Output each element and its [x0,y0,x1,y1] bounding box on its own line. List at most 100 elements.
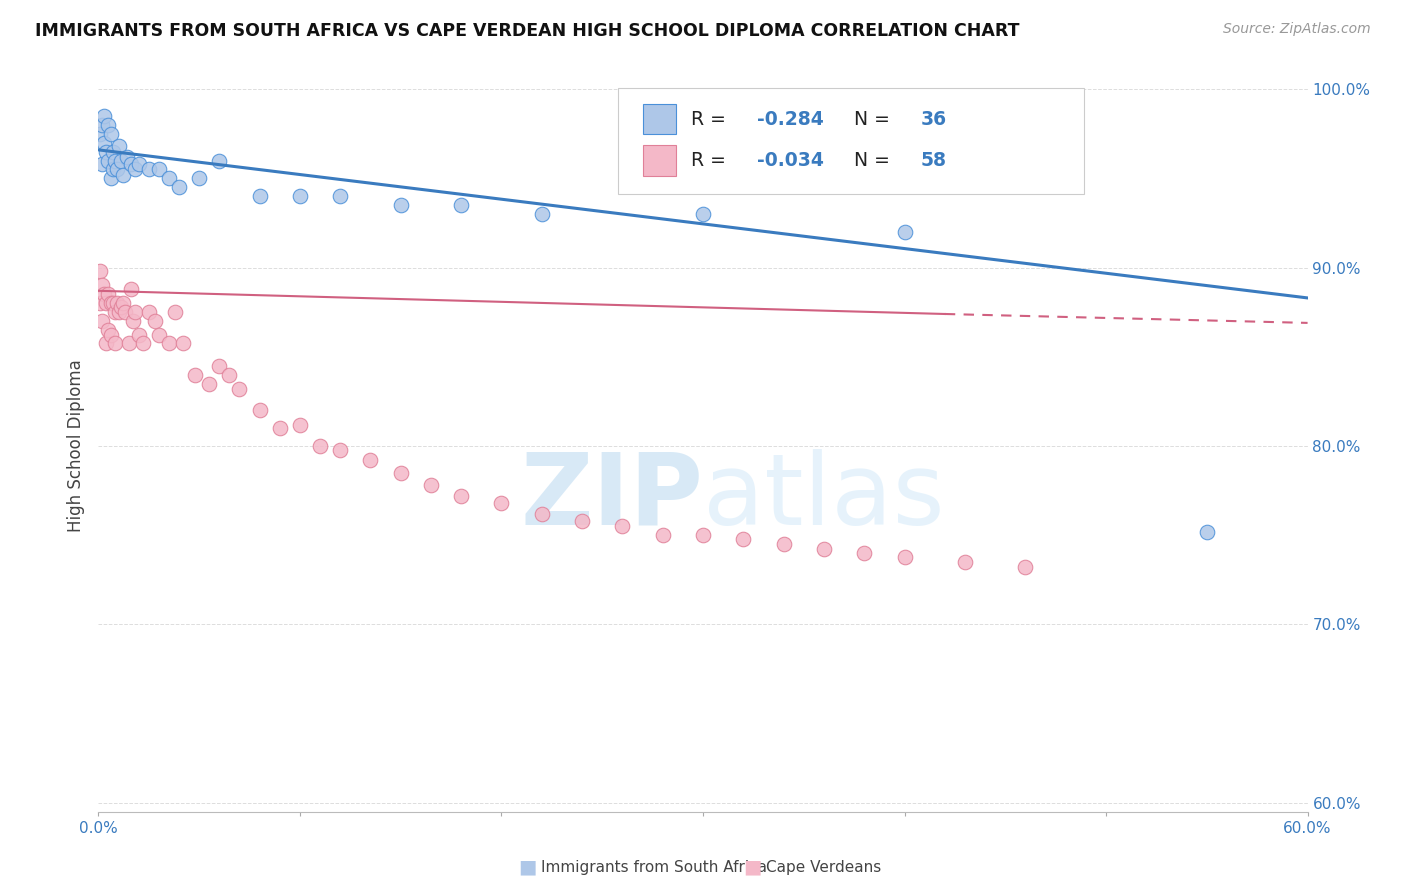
Point [953,555,976,569]
Point [100,296,122,310]
Text: 58: 58 [921,152,946,170]
Point [893,225,915,239]
Point [157,335,180,350]
Point [218,368,240,382]
Point [101,145,124,159]
Point [329,189,352,203]
Point [692,207,714,221]
Point [138,305,160,319]
Point [269,421,291,435]
Point [893,549,915,564]
Point [107,305,129,319]
Point [124,305,146,319]
Point [450,198,472,212]
Point [91,157,114,171]
Point [228,382,250,396]
Point [128,328,150,343]
Point [143,314,166,328]
Point [97,153,120,168]
Text: ZIP: ZIP [520,449,703,546]
Point [93,136,115,150]
Point [96,335,118,350]
Text: Source: ZipAtlas.com: Source: ZipAtlas.com [1223,22,1371,37]
Point [97,118,120,132]
Point [813,542,835,557]
Point [100,171,122,186]
FancyBboxPatch shape [643,103,676,135]
Point [120,282,142,296]
Point [111,296,134,310]
Point [184,368,207,382]
Point [132,335,155,350]
Point [651,528,673,542]
Point [103,335,125,350]
Point [128,157,150,171]
Text: Cape Verdeans: Cape Verdeans [766,860,882,874]
Point [288,189,311,203]
FancyBboxPatch shape [643,145,676,176]
Point [91,118,114,132]
Point [167,180,190,194]
Text: atlas: atlas [703,449,945,546]
Point [692,528,714,542]
Point [309,439,332,453]
Point [288,417,311,432]
FancyBboxPatch shape [619,87,1084,194]
Point [96,296,118,310]
Point [530,207,553,221]
Point [1195,524,1218,539]
Point [97,287,120,301]
Point [121,314,143,328]
Text: -0.034: -0.034 [758,152,824,170]
Point [105,162,128,177]
Text: R =: R = [690,152,731,170]
Point [107,139,129,153]
Point [103,305,125,319]
Point [148,328,170,343]
Point [100,328,122,343]
Text: IMMIGRANTS FROM SOUTH AFRICA VS CAPE VERDEAN HIGH SCHOOL DIPLOMA CORRELATION CHA: IMMIGRANTS FROM SOUTH AFRICA VS CAPE VER… [35,22,1019,40]
Point [1014,560,1036,574]
Point [208,359,231,373]
Point [93,109,115,123]
Point [208,153,231,168]
Point [138,162,160,177]
Point [163,305,186,319]
Point [91,314,114,328]
Point [249,189,271,203]
Point [420,478,443,492]
Point [100,127,122,141]
Point [97,323,120,337]
Point [101,296,124,310]
Point [115,150,138,164]
Point [148,162,170,177]
Point [389,198,412,212]
Point [93,287,115,301]
Point [157,171,180,186]
Text: ■: ■ [742,857,762,877]
Point [91,278,114,293]
Point [571,514,593,528]
Point [118,335,141,350]
Text: ■: ■ [517,857,537,877]
Point [105,296,128,310]
Point [120,157,142,171]
Point [124,162,146,177]
Point [172,335,194,350]
Text: R =: R = [690,110,731,128]
Point [114,305,136,319]
Point [101,162,124,177]
Point [360,453,382,467]
Point [853,546,876,560]
Y-axis label: High School Diploma: High School Diploma [67,359,86,533]
Point [198,376,221,391]
Point [530,507,553,521]
Point [612,519,634,533]
Point [389,466,412,480]
Text: 36: 36 [921,110,946,128]
Point [111,168,134,182]
Point [450,489,472,503]
Point [110,153,132,168]
Point [110,300,132,314]
Point [89,264,111,278]
